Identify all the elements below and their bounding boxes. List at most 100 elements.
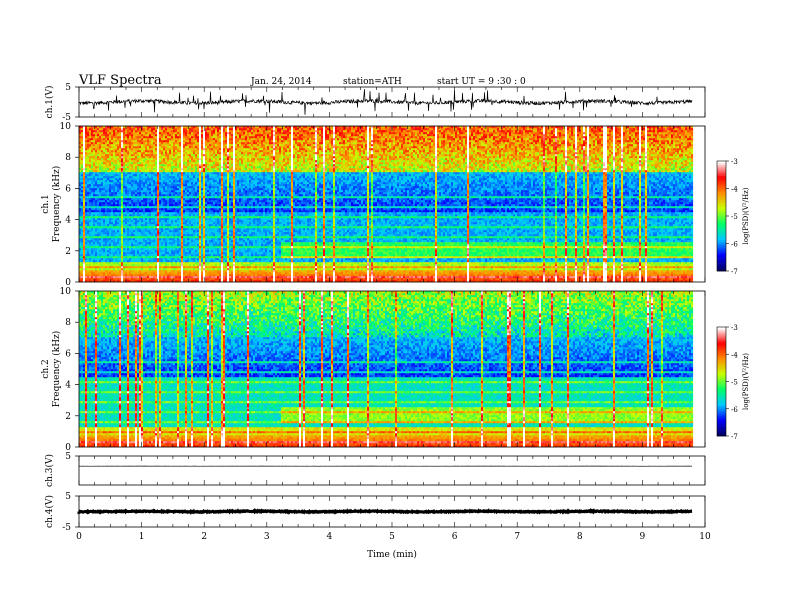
spectrogram-cell <box>127 184 129 186</box>
spectrogram-cell <box>83 162 85 164</box>
spectrogram-cell <box>109 270 111 272</box>
spectrogram-cell <box>147 216 149 218</box>
spectrogram-cell <box>107 150 109 152</box>
spectrogram-cell <box>145 272 147 274</box>
spectrogram-cell <box>103 192 105 194</box>
spectrogram-cell <box>81 142 83 144</box>
spectrogram-cell <box>105 214 107 216</box>
spectrogram-cell <box>161 200 163 202</box>
spectrogram-cell <box>85 152 87 154</box>
spectrogram-cell <box>117 202 119 204</box>
spectrogram-cell <box>105 224 107 226</box>
spectrogram-cell <box>119 182 121 184</box>
spectrogram-cell <box>125 196 127 198</box>
spectrogram-cell <box>101 258 103 260</box>
spectrogram-cell <box>113 154 115 156</box>
spectrogram-cell <box>95 182 97 184</box>
spectrogram-cell <box>121 278 123 280</box>
spectrogram-cell <box>83 230 85 232</box>
spectrogram-cell <box>143 142 145 144</box>
spectrogram-cell <box>123 262 125 264</box>
spectrogram-cell <box>145 130 147 132</box>
spectrogram-cell <box>177 274 179 276</box>
spectrogram-cell <box>177 260 179 262</box>
spectrogram-cell <box>115 218 117 220</box>
spectrogram-cell <box>173 214 175 216</box>
spectrogram-cell <box>129 192 131 194</box>
spectrogram-cell <box>153 216 155 218</box>
spectrogram-cell <box>131 266 133 268</box>
spectrogram-cell <box>83 256 85 258</box>
spectrogram-cell <box>119 208 121 210</box>
spectrogram-cell <box>171 182 173 184</box>
spectrogram-cell <box>169 246 171 248</box>
spectrogram-cell <box>157 250 159 252</box>
spectrogram-cell <box>181 206 183 208</box>
spectrogram-cell <box>153 252 155 254</box>
spectrogram-cell <box>115 148 117 150</box>
spectrogram-cell <box>143 208 145 210</box>
spectrogram-cell <box>81 212 83 214</box>
spectrogram-cell <box>125 152 127 154</box>
spectrogram-cell <box>141 172 143 174</box>
spectrogram-cell <box>87 240 89 242</box>
spectrogram-cell <box>81 248 83 250</box>
spectrogram-cell <box>179 202 181 204</box>
spectrogram-cell <box>81 220 83 222</box>
spectrogram-cell <box>167 268 169 270</box>
spectrogram-cell <box>121 242 123 244</box>
spectrogram-cell <box>131 132 133 134</box>
spectrogram-cell <box>113 196 115 198</box>
spectrogram-cell <box>109 140 111 142</box>
spectrogram-cell <box>125 162 127 164</box>
spectrogram-cell <box>83 202 85 204</box>
spectrogram-cell <box>107 264 109 266</box>
spectrogram-cell <box>175 200 177 202</box>
spectrogram-cell <box>109 260 111 262</box>
spectrogram-cell <box>173 160 175 162</box>
spectrogram-cell <box>131 262 133 264</box>
spectrogram-cell <box>143 206 145 208</box>
spectrogram-cell <box>139 162 141 164</box>
spectrogram-cell <box>153 170 155 172</box>
spectrogram-cell <box>183 156 185 158</box>
spectrogram-cell <box>161 240 163 242</box>
spectrogram-cell <box>173 244 175 246</box>
spectrogram-cell <box>99 180 101 182</box>
spectrogram-cell <box>93 136 95 138</box>
spectrogram-cell <box>81 144 83 146</box>
spectrogram-cell <box>103 262 105 264</box>
spectrogram-cell <box>173 184 175 186</box>
spectrogram-cell <box>107 158 109 160</box>
spectrogram-cell <box>183 212 185 214</box>
spectrogram-cell <box>115 238 117 240</box>
spectrogram-cell <box>81 258 83 260</box>
spectrogram-cell <box>127 262 129 264</box>
spectrogram-cell <box>155 276 157 278</box>
spectrogram-cell <box>155 194 157 196</box>
spectrogram-cell <box>171 228 173 230</box>
spectrogram-cell <box>81 174 83 176</box>
spectrogram-cell <box>101 230 103 232</box>
spectrogram-cell <box>151 206 153 208</box>
spectrogram-cell <box>151 188 153 190</box>
spectrogram-cell <box>179 248 181 250</box>
spectrogram-cell <box>125 236 127 238</box>
spectrogram-cell <box>175 276 177 278</box>
spectrogram-cell <box>111 268 113 270</box>
spectrogram-cell <box>141 222 143 224</box>
spectrogram-cell <box>107 258 109 260</box>
spectrogram-cell <box>117 242 119 244</box>
spectrogram-cell <box>125 186 127 188</box>
spectrogram-cell <box>117 212 119 214</box>
spectrogram-cell <box>163 220 165 222</box>
spectrogram-cell <box>169 146 171 148</box>
spectrogram-cell <box>179 236 181 238</box>
spectrogram-cell <box>127 254 129 256</box>
spectrogram-cell <box>129 144 131 146</box>
spectrogram-cell <box>111 194 113 196</box>
spectrogram-cell <box>179 174 181 176</box>
spectrogram-cell <box>89 276 91 278</box>
spectrogram-cell <box>147 228 149 230</box>
spectrogram-cell <box>167 170 169 172</box>
